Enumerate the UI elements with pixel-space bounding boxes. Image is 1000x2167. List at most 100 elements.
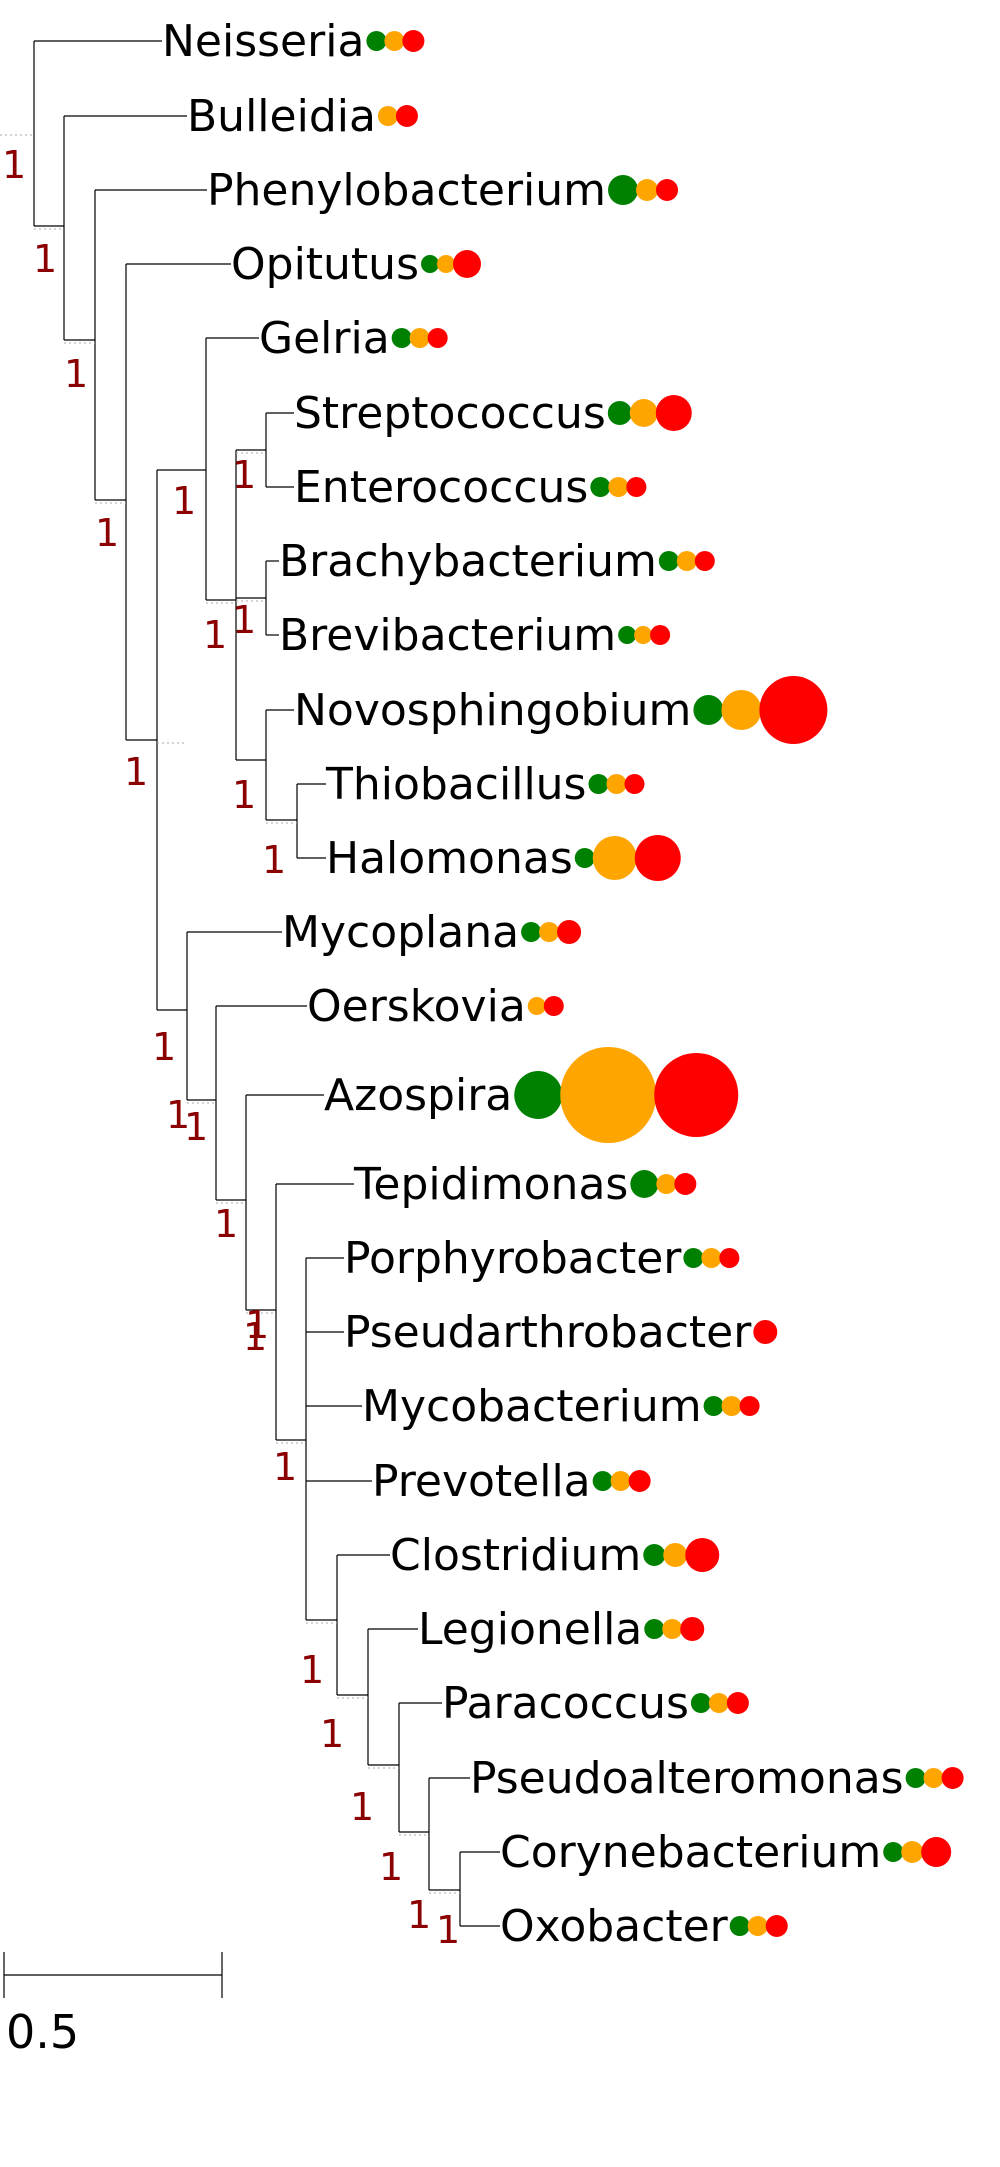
abundance-dot-orange xyxy=(636,179,659,201)
leaf-labels: Neisseria Bulleidia Phenylobacterium Opitut… xyxy=(162,16,904,1952)
support-value: 1 xyxy=(33,237,57,281)
leaf-label-tepidimonas: Tepidimonas xyxy=(353,1159,628,1210)
abundance-dot-orange xyxy=(747,1916,768,1936)
abundance-dot-green xyxy=(588,774,609,794)
abundance-dot-orange xyxy=(721,690,762,730)
tree-guides xyxy=(0,134,460,1894)
abundance-dot-orange xyxy=(701,1248,722,1268)
abundance-dot-orange xyxy=(629,399,658,427)
leaf-label-porphyrobacter: Porphyrobacter xyxy=(344,1233,682,1284)
leaf-label-gelria: Gelria xyxy=(259,313,390,364)
abundance-dot-green xyxy=(514,1071,563,1119)
abundance-dot-red xyxy=(626,477,647,497)
leaf-label-prevotella: Prevotella xyxy=(372,1456,591,1507)
support-value: 1 xyxy=(214,1202,238,1246)
support-value: 1 xyxy=(262,838,286,882)
support-value: 1 xyxy=(2,143,26,187)
abundance-dot-green xyxy=(683,1248,704,1268)
leaf-label-pseudoalteromonas: Pseudoalteromonas xyxy=(470,1753,904,1804)
abundance-dot-red xyxy=(685,1538,720,1572)
abundance-dot-green xyxy=(729,1916,750,1936)
support-value: 1 xyxy=(232,773,256,817)
support-value: 1 xyxy=(172,479,196,523)
abundance-dot-red xyxy=(719,1248,740,1268)
leaf-label-bulleidia: Bulleidia xyxy=(187,91,376,142)
support-value: 1 xyxy=(350,1785,374,1829)
leaf-label-halomonas: Halomonas xyxy=(326,833,573,884)
abundance-dot-green xyxy=(905,1768,926,1788)
abundance-dot-red xyxy=(624,774,645,794)
leaf-label-mycoplana: Mycoplana xyxy=(282,907,519,958)
abundance-dot-red xyxy=(753,1320,778,1344)
abundance-dot-red xyxy=(726,1692,749,1714)
abundance-dot-green xyxy=(574,848,595,868)
leaf-label-streptococcus: Streptococcus xyxy=(294,388,606,439)
abundance-dot-red xyxy=(650,625,671,645)
abundance-dot-red xyxy=(453,250,481,278)
abundance-dot-red xyxy=(634,835,681,881)
abundance-dot-orange xyxy=(539,922,560,942)
abundance-dot-green xyxy=(421,255,439,273)
abundance-dot-orange xyxy=(384,31,405,51)
leaf-label-novosphingobium: Novosphingobium xyxy=(294,685,691,736)
abundance-dot-red xyxy=(739,1396,760,1416)
support-value: 1 xyxy=(243,1315,267,1359)
abundance-dot-red xyxy=(759,676,828,744)
abundance-dot-orange xyxy=(377,106,398,126)
leaf-label-oerskovia: Oerskovia xyxy=(307,981,526,1032)
abundance-dot-red xyxy=(395,105,418,127)
abundance-dot-red xyxy=(628,1470,651,1492)
abundance-dot-orange xyxy=(606,774,627,794)
abundance-dot-green xyxy=(391,328,412,348)
scale-bar: 0.5 xyxy=(3,1952,223,2059)
support-value: 1 xyxy=(407,1893,431,1937)
scale-bar-label: 0.5 xyxy=(6,2005,79,2059)
abundance-dot-orange xyxy=(437,255,455,273)
abundance-dot-green xyxy=(592,1471,613,1491)
abundance-dot-green xyxy=(366,31,387,51)
support-value: 1 xyxy=(232,598,256,642)
support-value: 1 xyxy=(232,453,256,497)
abundance-dot-orange xyxy=(923,1768,944,1788)
abundance-dot-green xyxy=(690,1693,711,1713)
abundance-dot-red xyxy=(402,30,425,52)
abundance-dots xyxy=(366,30,964,1937)
support-value: 1 xyxy=(166,1093,190,1137)
abundance-dot-red xyxy=(680,1617,705,1641)
support-value: 1 xyxy=(273,1445,297,1489)
abundance-dot-green xyxy=(643,1544,666,1566)
support-value: 1 xyxy=(320,1712,344,1756)
leaf-label-oxobacter: Oxobacter xyxy=(500,1901,729,1952)
abundance-dot-orange xyxy=(409,328,430,348)
leaf-label-azospira: Azospira xyxy=(324,1070,512,1121)
abundance-dot-green xyxy=(521,922,542,942)
leaf-label-legionella: Legionella xyxy=(418,1604,642,1655)
abundance-dot-red xyxy=(543,996,564,1016)
abundance-dot-orange xyxy=(656,1174,677,1194)
leaf-label-enterococcus: Enterococcus xyxy=(294,462,588,513)
abundance-dot-red xyxy=(655,395,692,431)
abundance-dot-orange xyxy=(608,477,629,497)
support-value: 1 xyxy=(436,1908,460,1952)
abundance-dot-green xyxy=(618,626,637,644)
abundance-dot-orange xyxy=(721,1396,742,1416)
abundance-dot-orange xyxy=(708,1693,729,1713)
abundance-dot-red xyxy=(694,551,715,571)
support-value: 1 xyxy=(203,613,227,657)
abundance-dot-orange xyxy=(901,1841,924,1863)
leaf-label-brevibacterium: Brevibacterium xyxy=(279,610,616,661)
leaf-label-thiobacillus: Thiobacillus xyxy=(325,759,586,810)
abundance-dot-green xyxy=(883,1842,904,1862)
leaf-label-phenylobacterium: Phenylobacterium xyxy=(207,165,606,216)
abundance-dot-red xyxy=(654,1053,739,1137)
support-value: 1 xyxy=(245,1303,269,1347)
leaf-label-clostridium: Clostridium xyxy=(390,1530,641,1581)
abundance-dot-green xyxy=(644,1619,665,1639)
abundance-dot-orange xyxy=(676,551,697,571)
support-value: 1 xyxy=(379,1845,403,1889)
abundance-dot-red xyxy=(921,1837,952,1867)
leaf-label-mycobacterium: Mycobacterium xyxy=(362,1381,702,1432)
support-value: 1 xyxy=(184,1105,208,1149)
